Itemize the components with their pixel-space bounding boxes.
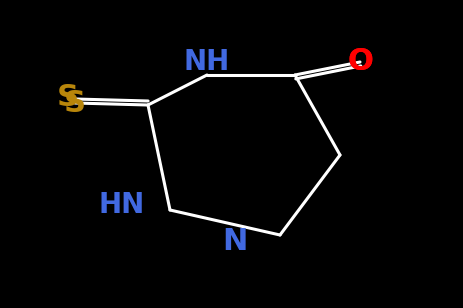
Text: NH: NH (183, 48, 230, 76)
Text: N: N (222, 228, 247, 257)
Text: S: S (64, 88, 86, 117)
Text: O: O (346, 47, 372, 76)
Text: S: S (57, 83, 79, 111)
Text: O: O (346, 47, 372, 76)
Text: HN: HN (99, 191, 145, 219)
